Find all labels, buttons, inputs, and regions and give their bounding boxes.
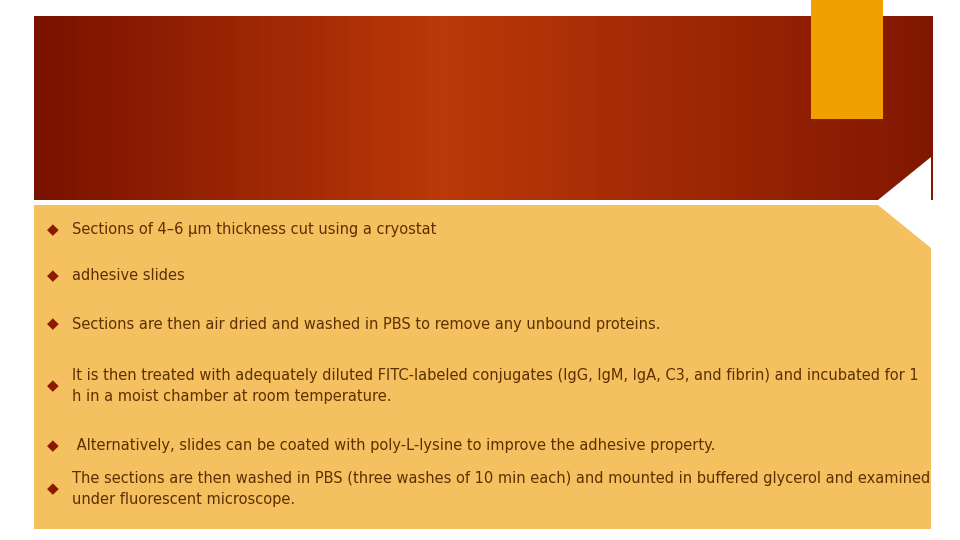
Bar <box>811 0 883 119</box>
Bar <box>684 16 698 200</box>
Polygon shape <box>878 205 931 248</box>
Bar <box>123 16 136 200</box>
Bar <box>180 16 193 200</box>
Bar <box>909 16 922 200</box>
Bar <box>673 16 686 200</box>
Bar <box>393 16 406 200</box>
Bar <box>763 16 776 200</box>
Bar <box>718 16 732 200</box>
Bar <box>134 16 148 200</box>
Bar <box>325 16 339 200</box>
Bar <box>852 16 866 200</box>
Bar <box>359 16 372 200</box>
Bar <box>527 16 540 200</box>
Bar <box>247 16 260 200</box>
Text: Sections are then air dried and washed in PBS to remove any unbound proteins.: Sections are then air dried and washed i… <box>72 316 660 332</box>
Bar <box>471 16 484 200</box>
Bar <box>112 16 125 200</box>
Bar <box>740 16 754 200</box>
Bar <box>303 16 316 200</box>
Bar <box>516 16 529 200</box>
Bar <box>67 16 81 200</box>
Bar <box>337 16 349 200</box>
Bar <box>662 16 675 200</box>
Bar <box>89 16 103 200</box>
Bar <box>584 16 596 200</box>
Text: It is then treated with adequately diluted FITC-labeled conjugates (IgG, IgM, Ig: It is then treated with adequately dilut… <box>72 368 919 404</box>
Bar <box>807 16 821 200</box>
Bar <box>628 16 641 200</box>
Bar <box>202 16 215 200</box>
Bar <box>572 16 586 200</box>
Text: ◆: ◆ <box>47 379 59 394</box>
Bar <box>381 16 395 200</box>
Text: adhesive slides: adhesive slides <box>72 268 184 283</box>
Bar <box>258 16 271 200</box>
Text: ◆: ◆ <box>47 316 59 332</box>
Text: The sections are then washed in PBS (three washes of 10 min each) and mounted in: The sections are then washed in PBS (thr… <box>72 471 930 507</box>
Bar <box>730 16 742 200</box>
Bar <box>415 16 428 200</box>
Bar <box>460 16 473 200</box>
Bar <box>898 16 911 200</box>
Bar <box>505 16 518 200</box>
Bar <box>774 16 787 200</box>
Text: Alternatively, slides can be coated with poly-L-lysine to improve the adhesive p: Alternatively, slides can be coated with… <box>72 438 715 453</box>
Bar <box>292 16 305 200</box>
Bar <box>438 16 450 200</box>
Bar <box>864 16 877 200</box>
Bar <box>45 16 58 200</box>
Bar <box>34 16 47 200</box>
Bar <box>651 16 664 200</box>
Bar <box>886 16 900 200</box>
Text: ◆: ◆ <box>47 438 59 453</box>
Bar <box>606 16 619 200</box>
Bar <box>785 16 799 200</box>
Bar <box>146 16 159 200</box>
Bar <box>493 16 507 200</box>
Bar <box>225 16 237 200</box>
Bar <box>235 16 249 200</box>
Bar <box>539 16 552 200</box>
Bar <box>348 16 361 200</box>
Bar <box>280 16 294 200</box>
Text: ◆: ◆ <box>47 268 59 283</box>
Bar <box>371 16 383 200</box>
Bar <box>830 16 843 200</box>
Bar <box>639 16 653 200</box>
Bar <box>561 16 574 200</box>
Bar <box>157 16 170 200</box>
Text: ◆: ◆ <box>47 222 59 237</box>
Bar <box>594 16 608 200</box>
Bar <box>34 205 931 529</box>
Bar <box>314 16 327 200</box>
Bar <box>168 16 181 200</box>
Bar <box>404 16 417 200</box>
Bar <box>752 16 765 200</box>
Bar <box>483 16 495 200</box>
Bar <box>56 16 69 200</box>
Bar <box>876 16 888 200</box>
Bar <box>920 16 933 200</box>
Text: ◆: ◆ <box>47 481 59 496</box>
Bar <box>269 16 282 200</box>
Bar <box>213 16 227 200</box>
Bar <box>819 16 832 200</box>
Bar <box>191 16 204 200</box>
Bar <box>448 16 462 200</box>
Bar <box>707 16 720 200</box>
Bar <box>617 16 630 200</box>
Bar <box>79 16 91 200</box>
Bar <box>841 16 854 200</box>
Bar <box>797 16 809 200</box>
Polygon shape <box>878 157 931 200</box>
Bar <box>426 16 440 200</box>
Bar <box>101 16 114 200</box>
Bar <box>550 16 563 200</box>
Text: Sections of 4–6 μm thickness cut using a cryostat: Sections of 4–6 μm thickness cut using a… <box>72 222 437 237</box>
Bar <box>696 16 708 200</box>
